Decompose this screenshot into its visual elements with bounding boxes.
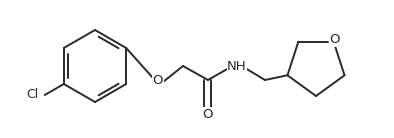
Text: Cl: Cl	[26, 88, 39, 102]
Text: O: O	[153, 74, 163, 87]
Text: O: O	[203, 108, 213, 120]
Text: O: O	[329, 33, 340, 46]
Text: NH: NH	[227, 59, 247, 72]
